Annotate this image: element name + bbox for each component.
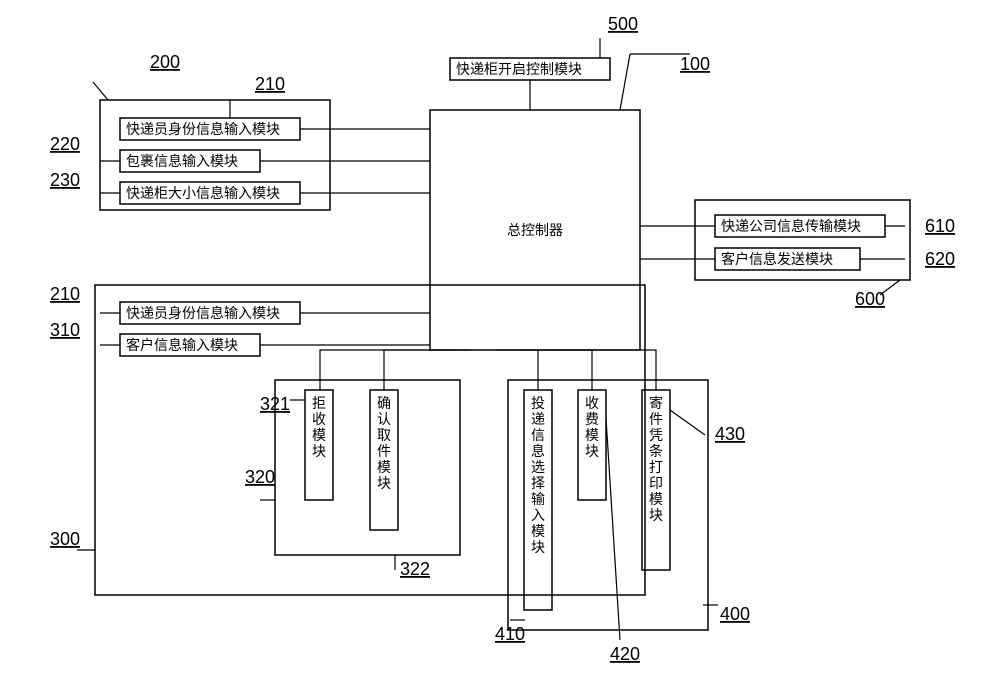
ref-420: 420 xyxy=(610,644,640,664)
ref-210b: 210 xyxy=(50,284,80,304)
module-610-label: 快递公司信息传输模块 xyxy=(721,218,861,234)
module-321-label: 拒收模块 xyxy=(312,395,326,459)
ref-220: 220 xyxy=(50,134,80,154)
module-500-label: 快递柜开启控制模块 xyxy=(456,61,582,77)
module-210b-label: 快递员身份信息输入模块 xyxy=(126,305,280,321)
module-230-label: 快递柜大小信息输入模块 xyxy=(126,185,280,201)
ref-400: 400 xyxy=(720,604,750,624)
module-420-label: 收费模块 xyxy=(585,395,599,459)
ref-620: 620 xyxy=(925,249,955,269)
ref-230: 230 xyxy=(50,170,80,190)
group-320-box xyxy=(275,380,460,555)
module-410-label: 投递信息选择输入模块 xyxy=(531,395,545,555)
module-620-label: 客户信息发送模块 xyxy=(721,251,833,267)
group-600-box xyxy=(695,200,910,280)
ref-500: 500 xyxy=(608,14,638,34)
module-322-label: 确认取件模块 xyxy=(377,395,391,491)
ref-210: 210 xyxy=(255,74,285,94)
ref-410: 410 xyxy=(495,624,525,644)
ref-310: 310 xyxy=(50,320,80,340)
ref-100: 100 xyxy=(680,54,710,74)
center-controller-label: 总控制器 xyxy=(507,222,563,238)
module-220-label: 包裹信息输入模块 xyxy=(126,153,238,169)
module-210-label: 快递员身份信息输入模块 xyxy=(126,121,280,137)
ref-600: 600 xyxy=(855,289,885,309)
ref-300: 300 xyxy=(50,529,80,549)
ref-200: 200 xyxy=(150,52,180,72)
ref-322: 322 xyxy=(400,559,430,579)
ref-610: 610 xyxy=(925,216,955,236)
ref-430: 430 xyxy=(715,424,745,444)
ref-320: 320 xyxy=(245,467,275,487)
ref-321: 321 xyxy=(260,394,290,414)
module-430-label: 寄件凭条打印模块 xyxy=(649,395,663,523)
module-310-label: 客户信息输入模块 xyxy=(126,337,238,353)
system-block-diagram: 总控制器 100 快递柜开启控制模块 500 200 快递员身份信息输入模块 210 包裹信息… xyxy=(0,0,1000,679)
